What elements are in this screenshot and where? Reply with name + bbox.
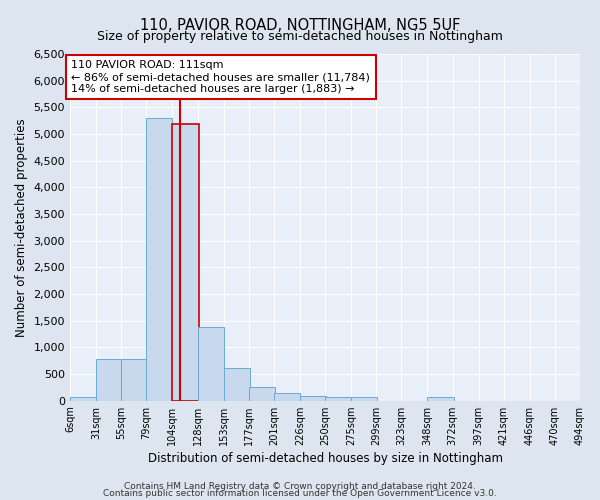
Bar [427, 398, 454, 400]
Bar [197, 326, 224, 400]
Bar [172, 124, 199, 400]
Bar [146, 118, 172, 401]
Bar [224, 368, 250, 400]
Y-axis label: Number of semi-detached properties: Number of semi-detached properties [15, 118, 28, 336]
Bar [121, 359, 148, 401]
Bar [274, 393, 300, 400]
Bar [325, 397, 351, 400]
Bar [351, 398, 377, 400]
Bar [249, 388, 275, 400]
Text: 110, PAVIOR ROAD, NOTTINGHAM, NG5 5UF: 110, PAVIOR ROAD, NOTTINGHAM, NG5 5UF [140, 18, 460, 32]
Text: 110 PAVIOR ROAD: 111sqm
← 86% of semi-detached houses are smaller (11,784)
14% o: 110 PAVIOR ROAD: 111sqm ← 86% of semi-de… [71, 60, 370, 94]
Text: Contains HM Land Registry data © Crown copyright and database right 2024.: Contains HM Land Registry data © Crown c… [124, 482, 476, 491]
X-axis label: Distribution of semi-detached houses by size in Nottingham: Distribution of semi-detached houses by … [148, 452, 503, 465]
Bar [70, 398, 96, 400]
Bar [300, 396, 326, 400]
Text: Size of property relative to semi-detached houses in Nottingham: Size of property relative to semi-detach… [97, 30, 503, 43]
Text: Contains public sector information licensed under the Open Government Licence v3: Contains public sector information licen… [103, 489, 497, 498]
Bar [96, 359, 122, 401]
